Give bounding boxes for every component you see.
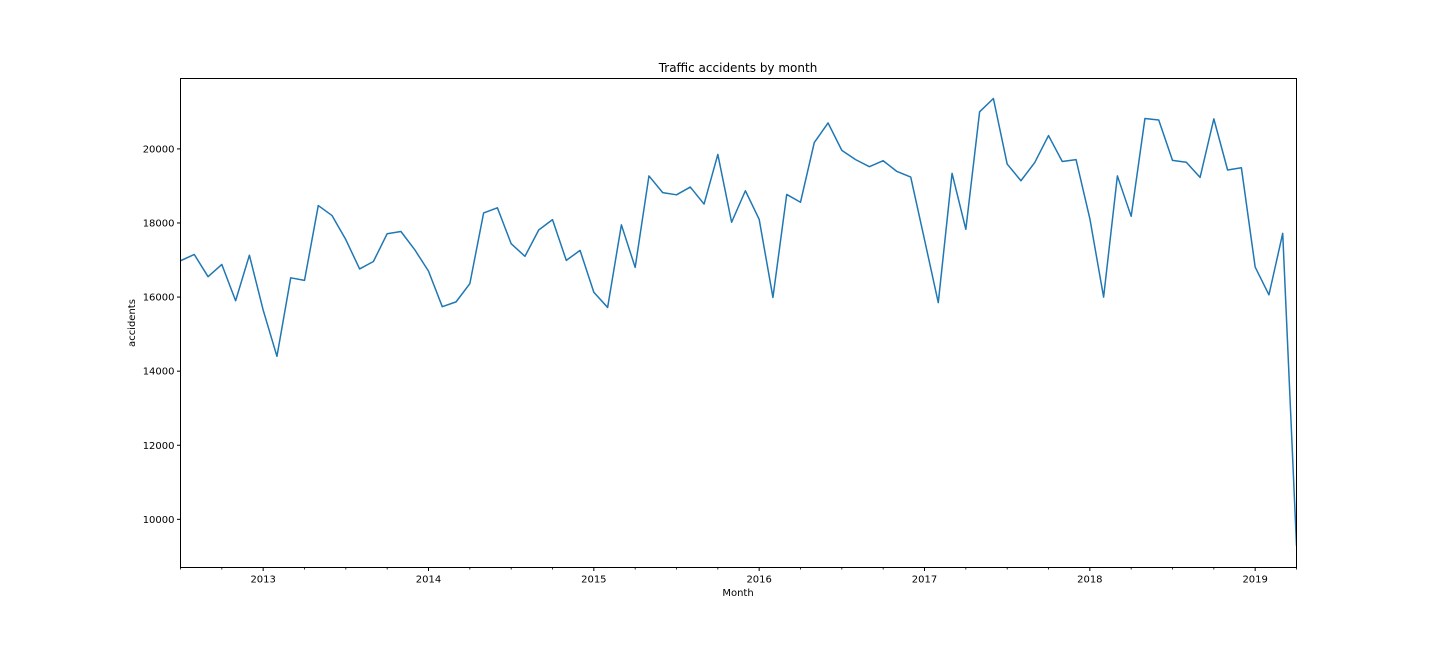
y-axis-ticks: 10000 12000 14000 16000 18000 20000 xyxy=(143,144,181,526)
x-tick-label: 2014 xyxy=(416,575,441,586)
x-tick-label: 2015 xyxy=(581,575,606,586)
chart-title: Traffic accidents by month xyxy=(658,61,818,75)
x-tick-label: 2019 xyxy=(1242,575,1267,586)
y-tick-label: 18000 xyxy=(143,218,175,229)
y-axis-label: accidents xyxy=(127,299,138,347)
y-tick-label: 20000 xyxy=(143,144,175,155)
x-tick-label: 2017 xyxy=(912,575,937,586)
plot-frame xyxy=(180,78,1297,568)
y-tick-label: 10000 xyxy=(143,515,175,526)
x-axis-ticks: 2013 2014 2015 2016 2017 2018 2019 xyxy=(180,567,1297,586)
y-tick-label: 14000 xyxy=(143,367,175,378)
x-axis-label: Month xyxy=(722,588,753,599)
y-tick-label: 16000 xyxy=(143,293,175,304)
plot-data-group xyxy=(180,97,1297,547)
series-line xyxy=(180,97,1297,547)
x-tick-label: 2013 xyxy=(250,575,275,586)
x-tick-label: 2016 xyxy=(746,575,771,586)
x-tick-label: 2018 xyxy=(1077,575,1102,586)
y-tick-label: 12000 xyxy=(143,441,175,452)
